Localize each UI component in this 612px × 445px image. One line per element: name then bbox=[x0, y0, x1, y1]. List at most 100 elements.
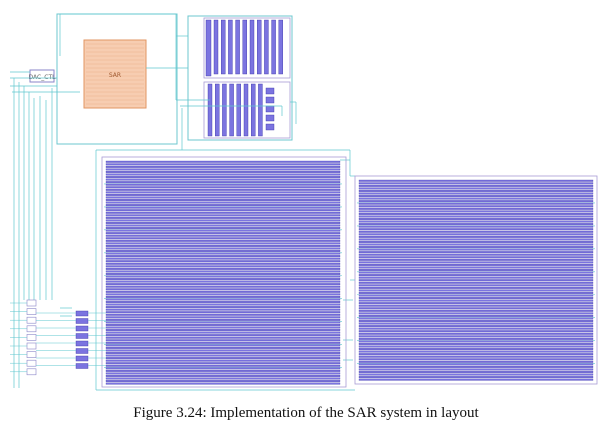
cap-row bbox=[358, 327, 594, 330]
cap-row bbox=[358, 266, 594, 269]
driver-cell bbox=[75, 310, 89, 317]
cap-row bbox=[105, 196, 341, 199]
cap-row bbox=[105, 267, 341, 270]
cap-row bbox=[358, 360, 594, 363]
cap-row bbox=[105, 273, 341, 275]
switch-cell bbox=[26, 368, 37, 376]
cap-row bbox=[105, 209, 341, 212]
cap-row bbox=[105, 372, 341, 375]
cap-row bbox=[105, 176, 341, 178]
cap-row bbox=[105, 165, 341, 168]
cap-row bbox=[105, 278, 341, 280]
cap-row bbox=[358, 330, 594, 333]
logic-bar bbox=[207, 83, 213, 137]
cap-row bbox=[105, 298, 341, 301]
cap-row bbox=[105, 359, 341, 362]
cap-row bbox=[358, 376, 594, 379]
control-block: DAC_CTL SAR bbox=[29, 13, 178, 145]
cap-row bbox=[358, 325, 594, 328]
driver-cell bbox=[75, 340, 89, 347]
cap-row bbox=[105, 201, 341, 204]
logic-bar bbox=[229, 83, 234, 137]
cap-row bbox=[358, 235, 594, 238]
cap-row bbox=[358, 322, 594, 325]
cap-row bbox=[358, 256, 594, 259]
driver-cell bbox=[75, 318, 89, 324]
cap-row bbox=[358, 179, 594, 182]
cap-row bbox=[358, 284, 594, 287]
cap-row bbox=[105, 242, 341, 245]
cap-row bbox=[358, 350, 594, 353]
cap-row bbox=[358, 233, 594, 236]
cap-row bbox=[105, 382, 341, 385]
cap-row bbox=[105, 199, 341, 201]
cap-row bbox=[105, 250, 341, 252]
cap-row bbox=[105, 367, 341, 370]
cap-row bbox=[358, 332, 594, 335]
cap-row bbox=[358, 299, 594, 302]
cap-row bbox=[105, 313, 341, 316]
cap-row bbox=[358, 335, 594, 338]
cap-row bbox=[358, 337, 594, 340]
cap-row bbox=[358, 371, 594, 373]
cap-row bbox=[105, 275, 341, 278]
cap-row bbox=[358, 223, 594, 226]
cap-row bbox=[105, 247, 341, 250]
cap-row bbox=[105, 336, 341, 339]
cap-row bbox=[105, 178, 341, 181]
cap-row bbox=[105, 193, 341, 196]
cap-row bbox=[105, 183, 341, 186]
driver-cell bbox=[75, 363, 89, 369]
cap-row bbox=[358, 241, 594, 243]
cap-row bbox=[105, 306, 341, 309]
cap-row bbox=[105, 173, 341, 176]
logic-bar bbox=[278, 19, 283, 75]
cap-row bbox=[358, 368, 594, 371]
cap-row bbox=[358, 289, 594, 292]
cap-row bbox=[358, 269, 594, 271]
cap-row bbox=[358, 215, 594, 218]
logic-small-cell bbox=[265, 114, 275, 122]
cap-row bbox=[105, 288, 341, 291]
cap-row bbox=[105, 339, 341, 342]
logic-block bbox=[187, 15, 293, 141]
cap-row bbox=[105, 186, 341, 189]
cap-row bbox=[105, 216, 341, 219]
cap-row bbox=[358, 195, 594, 197]
switch-cell bbox=[26, 325, 37, 333]
cap-row bbox=[358, 320, 594, 322]
logic-bar bbox=[257, 19, 262, 75]
cap-row bbox=[358, 202, 594, 205]
cap-row bbox=[105, 295, 341, 298]
cap-row bbox=[105, 346, 341, 349]
cap-row bbox=[105, 270, 341, 273]
cap-row bbox=[358, 281, 594, 284]
logic-bar bbox=[236, 83, 242, 137]
logic-bar bbox=[214, 83, 220, 137]
driver-cell bbox=[75, 355, 89, 362]
cap-row bbox=[105, 357, 341, 360]
cap-row bbox=[105, 224, 341, 227]
logic-bar bbox=[250, 83, 256, 137]
cap-row bbox=[358, 304, 594, 307]
cap-row bbox=[358, 230, 594, 233]
switch-cell bbox=[26, 342, 37, 350]
cap-row bbox=[105, 308, 341, 311]
driver-cell bbox=[75, 348, 89, 354]
cap-row bbox=[105, 285, 341, 288]
cap-row bbox=[105, 260, 341, 263]
cap-row bbox=[358, 238, 594, 241]
cap-row bbox=[358, 251, 594, 254]
cap-row bbox=[105, 163, 341, 166]
logic-bar bbox=[264, 19, 269, 75]
sar-layout-diagram: DAC_CTL SAR bbox=[10, 13, 598, 391]
cap-row bbox=[105, 326, 341, 329]
logic-bar bbox=[242, 19, 248, 75]
cap-row bbox=[105, 349, 341, 352]
cap-row bbox=[358, 200, 594, 203]
core-cell-label: SAR bbox=[109, 72, 121, 79]
logic-small-cell bbox=[265, 96, 275, 104]
cap-row bbox=[358, 218, 594, 220]
cap-row bbox=[358, 292, 594, 294]
logic-bar bbox=[243, 83, 249, 137]
